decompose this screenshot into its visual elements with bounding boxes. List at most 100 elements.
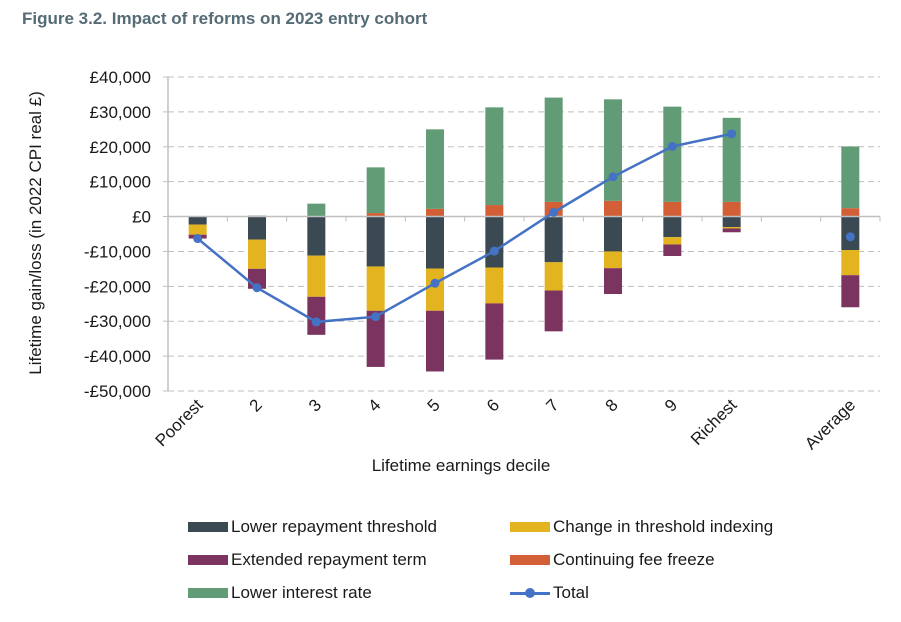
- y-tick-label: £30,000: [90, 103, 151, 122]
- total-point: [311, 317, 321, 327]
- y-tick-label: £20,000: [90, 138, 151, 157]
- bar-change-in-threshold-indexing: [722, 227, 741, 229]
- bar-lower-repayment-threshold: [307, 216, 326, 256]
- total-point: [549, 207, 559, 217]
- bar-change-in-threshold-indexing: [426, 268, 444, 311]
- total-point: [371, 312, 381, 322]
- bar-lower-interest-rate: [366, 167, 385, 214]
- bar-lower-repayment-threshold: [663, 216, 682, 238]
- bar-lower-interest-rate: [604, 99, 622, 201]
- x-tick-label: Richest: [687, 395, 741, 449]
- total-line-path: [196, 132, 732, 324]
- bar-change-in-threshold-indexing: [248, 239, 266, 269]
- bar-change-in-threshold-indexing: [485, 267, 504, 304]
- y-tick-label: -£50,000: [84, 382, 151, 401]
- y-tick-label: -£40,000: [84, 347, 151, 366]
- y-tick-label: -£30,000: [84, 312, 151, 331]
- legend-item-extended-repayment-term: Extended repayment term: [188, 549, 427, 571]
- bar-lower-interest-rate: [722, 117, 741, 202]
- bar-continuing-fee-freeze: [841, 208, 860, 217]
- bar-lower-interest-rate: [841, 146, 860, 209]
- bar-extended-repayment-term: [485, 303, 504, 360]
- legend-line-marker-icon: [510, 588, 550, 598]
- total-point: [727, 129, 737, 139]
- bars: [188, 97, 860, 372]
- y-tick-label: £0: [132, 208, 151, 227]
- x-tick-label: 5: [424, 395, 444, 415]
- legend-item-change-in-threshold-indexing: Change in threshold indexing: [510, 516, 773, 538]
- y-tick-labels: £40,000 £30,000 £20,000 £10,000 £0 -£10,000 -£…: [84, 68, 151, 401]
- total-point: [608, 172, 618, 182]
- total-line: [193, 129, 855, 327]
- x-tick-label: 4: [364, 395, 384, 415]
- bar-change-in-threshold-indexing: [663, 237, 682, 245]
- legend-label: Extended repayment term: [231, 550, 427, 569]
- y-tick-label: £10,000: [90, 173, 151, 192]
- y-tick-label: -£10,000: [84, 242, 151, 261]
- x-tick-label: 8: [602, 395, 622, 415]
- axes: [163, 76, 881, 392]
- bar-lower-repayment-threshold: [485, 216, 504, 268]
- bar-change-in-threshold-indexing: [544, 262, 563, 291]
- legend-label: Change in threshold indexing: [553, 517, 774, 536]
- bar-extended-repayment-term: [426, 310, 444, 372]
- total-point: [252, 283, 262, 293]
- total-point: [430, 278, 440, 288]
- x-tick-label: 6: [483, 395, 503, 415]
- bar-change-in-threshold-indexing: [841, 250, 860, 276]
- legend-label: Lower interest rate: [231, 583, 372, 602]
- bar-change-in-threshold-indexing: [307, 255, 326, 297]
- bar-continuing-fee-freeze: [366, 213, 385, 217]
- bar-continuing-fee-freeze: [722, 201, 741, 217]
- y-axis-title: Lifetime gain/loss (in 2022 CPI real £): [26, 91, 45, 374]
- bar-lower-repayment-threshold: [604, 216, 622, 252]
- y-tick-label: £40,000: [90, 68, 151, 87]
- x-tick-label: Average: [801, 395, 859, 453]
- bar-lower-interest-rate: [307, 203, 326, 217]
- legend-label: Continuing fee freeze: [553, 550, 715, 569]
- y-tick-label: -£20,000: [84, 277, 151, 296]
- total-point: [845, 232, 855, 242]
- legend: Lower repayment threshold Change in thre…: [188, 516, 828, 612]
- bar-extended-repayment-term: [307, 296, 326, 335]
- total-point: [489, 246, 499, 256]
- bar-lower-repayment-threshold: [544, 216, 563, 263]
- legend-swatch: [510, 522, 550, 532]
- bar-lower-repayment-threshold: [248, 216, 266, 240]
- legend-label: Total: [553, 583, 589, 602]
- legend-item-continuing-fee-freeze: Continuing fee freeze: [510, 549, 715, 571]
- bar-lower-interest-rate: [485, 107, 504, 206]
- bar-continuing-fee-freeze: [604, 200, 622, 217]
- x-tick-label: 3: [305, 395, 325, 415]
- legend-swatch: [188, 555, 228, 565]
- bar-lower-repayment-threshold: [722, 216, 741, 228]
- bar-lower-interest-rate: [544, 97, 563, 202]
- bar-lower-interest-rate: [663, 106, 682, 202]
- bar-extended-repayment-term: [604, 268, 622, 295]
- gridlines: [168, 76, 880, 392]
- bar-change-in-threshold-indexing: [604, 251, 622, 269]
- x-tick-label: 9: [661, 395, 681, 415]
- figure-title: Figure 3.2. Impact of reforms on 2023 en…: [22, 9, 428, 28]
- legend-swatch: [188, 522, 228, 532]
- total-point: [193, 234, 203, 244]
- legend-item-lower-interest-rate: Lower interest rate: [188, 582, 372, 604]
- legend-swatch: [188, 588, 228, 598]
- bar-lower-repayment-threshold: [426, 216, 444, 269]
- bar-continuing-fee-freeze: [663, 201, 682, 217]
- x-axis-title: Lifetime earnings decile: [372, 456, 551, 475]
- bar-extended-repayment-term: [544, 290, 563, 332]
- legend-item-lower-repayment-threshold: Lower repayment threshold: [188, 516, 437, 538]
- bar-extended-repayment-term: [663, 244, 682, 256]
- bar-extended-repayment-term: [722, 228, 741, 233]
- bar-lower-repayment-threshold: [188, 216, 207, 225]
- total-point: [667, 141, 677, 151]
- x-tick-label: 2: [246, 395, 266, 415]
- legend-item-total: Total: [510, 582, 589, 604]
- x-tick-label: Poorest: [152, 395, 207, 450]
- legend-swatch: [510, 555, 550, 565]
- x-tick-labels: Poorest 2 3 4 5 6 7 8 9 Richest Average: [152, 395, 860, 453]
- bar-extended-repayment-term: [841, 275, 860, 308]
- bar-extended-repayment-term: [366, 310, 385, 367]
